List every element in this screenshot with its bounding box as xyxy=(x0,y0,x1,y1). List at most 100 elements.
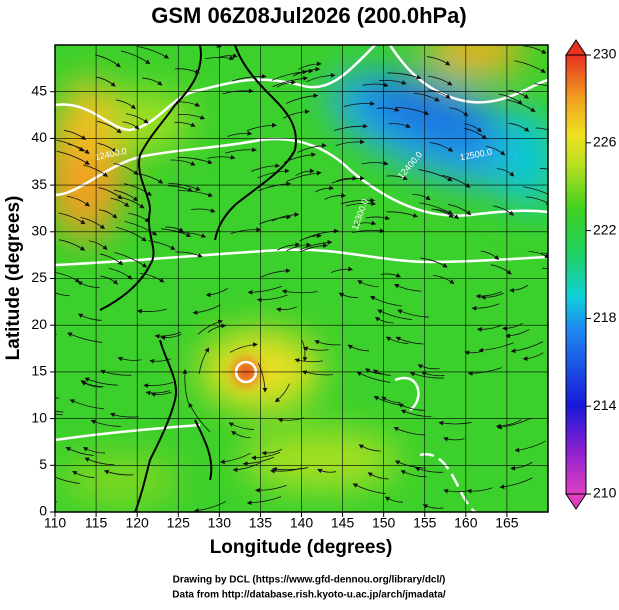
streamline xyxy=(374,316,394,324)
streamline xyxy=(67,143,90,155)
streamline xyxy=(514,60,546,73)
streamline xyxy=(428,75,453,86)
streamline xyxy=(142,77,163,86)
streamline xyxy=(400,470,427,478)
y-tick-label: 35 xyxy=(31,176,47,192)
x-tick-label: 125 xyxy=(167,515,191,531)
streamline xyxy=(381,396,401,404)
colorbar-tick-label: 222 xyxy=(593,221,617,237)
streamline xyxy=(66,195,90,207)
streamline xyxy=(84,377,118,386)
streamline xyxy=(58,212,86,225)
streamline xyxy=(419,202,453,215)
streamline xyxy=(137,45,170,59)
y-tick-label: 5 xyxy=(39,456,47,472)
streamline xyxy=(302,346,329,352)
streamline xyxy=(539,168,548,170)
streamline xyxy=(224,147,257,154)
streamline xyxy=(251,163,281,172)
streamline xyxy=(480,250,500,261)
x-tick-label: 115 xyxy=(85,515,108,531)
streamline xyxy=(165,226,184,232)
streamline xyxy=(277,242,301,251)
streamline xyxy=(377,309,412,321)
streamline xyxy=(492,205,514,216)
streamline xyxy=(502,322,523,331)
streamline xyxy=(365,368,384,375)
streamline xyxy=(207,154,236,160)
colorbar-tick-label: 214 xyxy=(593,397,617,413)
streamline xyxy=(231,430,251,439)
x-tick-label: 165 xyxy=(495,515,519,531)
streamline xyxy=(271,212,300,222)
streamline xyxy=(485,145,506,156)
streamline xyxy=(197,319,223,335)
streamline xyxy=(207,323,227,333)
streamline xyxy=(345,201,377,207)
colorbar-cap xyxy=(565,493,587,510)
streamline xyxy=(525,196,548,206)
streamline xyxy=(247,285,282,295)
streamline xyxy=(523,45,547,54)
streamline xyxy=(417,364,440,370)
streamline xyxy=(298,61,322,70)
streamline xyxy=(427,89,451,99)
x-tick-label: 150 xyxy=(372,515,396,531)
streamline xyxy=(420,257,448,268)
streamline xyxy=(55,413,63,416)
streamline xyxy=(246,122,277,132)
streamline xyxy=(274,383,290,403)
streamline xyxy=(306,228,339,239)
streamline xyxy=(395,336,424,345)
streamline xyxy=(178,190,214,197)
streamline xyxy=(498,93,523,105)
colorbar-tick-label: 218 xyxy=(593,309,617,325)
streamline xyxy=(114,189,139,202)
streamline xyxy=(301,340,308,362)
streamline xyxy=(271,466,309,472)
streamline xyxy=(412,194,431,201)
streamline xyxy=(219,452,251,465)
streamline xyxy=(276,306,297,313)
streamline xyxy=(182,368,189,404)
streamline xyxy=(229,342,258,353)
colorbar-tick-label: 226 xyxy=(593,134,617,150)
streamline xyxy=(324,192,346,200)
colorbar-tick-label: 210 xyxy=(593,485,617,501)
streamline xyxy=(475,291,502,299)
streamline xyxy=(120,50,151,65)
streamline xyxy=(442,174,471,188)
streamline xyxy=(334,123,368,131)
streamline xyxy=(251,452,281,461)
streamline xyxy=(395,106,430,116)
streamline xyxy=(95,76,116,87)
streamline xyxy=(174,122,196,127)
streamline xyxy=(340,197,376,205)
streamline xyxy=(394,284,422,292)
streamline xyxy=(284,152,317,163)
streamline xyxy=(143,381,174,389)
streamline xyxy=(55,501,57,503)
streamline xyxy=(358,444,381,452)
streamline xyxy=(261,448,283,456)
streamline xyxy=(369,296,402,307)
streamline xyxy=(56,150,90,165)
streamline xyxy=(373,396,405,406)
streamline xyxy=(115,99,136,110)
x-tick-label: 120 xyxy=(125,515,149,531)
streamline xyxy=(490,264,512,275)
streamline xyxy=(510,461,533,471)
streamline xyxy=(97,142,117,153)
streamline xyxy=(522,186,548,195)
streamline xyxy=(540,252,548,254)
streamline xyxy=(542,267,548,270)
streamline xyxy=(82,447,105,454)
streamline xyxy=(58,239,86,251)
streamline xyxy=(150,391,172,397)
streamline xyxy=(393,427,425,436)
streamline xyxy=(80,380,104,388)
streamline xyxy=(534,83,548,87)
streamline xyxy=(222,88,254,95)
footer-text: Data from http://database.rish.kyoto-u.a… xyxy=(172,590,446,601)
